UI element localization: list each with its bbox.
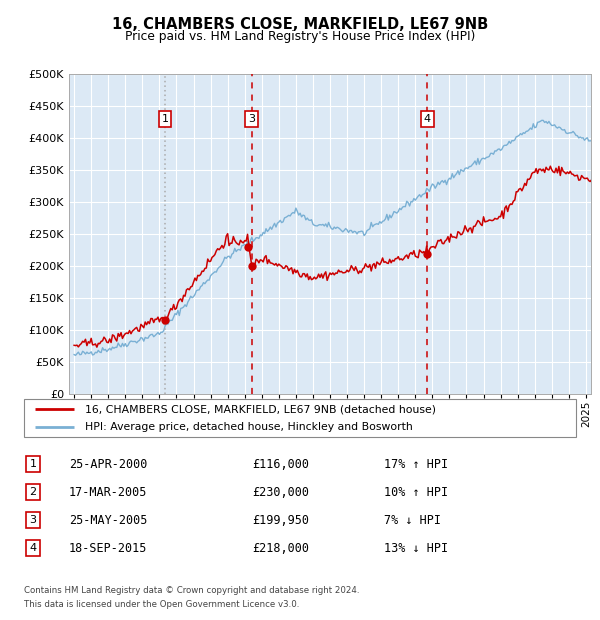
Text: 1: 1 [161, 114, 169, 124]
Text: 18-SEP-2015: 18-SEP-2015 [69, 542, 148, 554]
Text: 16, CHAMBERS CLOSE, MARKFIELD, LE67 9NB: 16, CHAMBERS CLOSE, MARKFIELD, LE67 9NB [112, 17, 488, 32]
Text: HPI: Average price, detached house, Hinckley and Bosworth: HPI: Average price, detached house, Hinc… [85, 422, 412, 432]
Text: 3: 3 [29, 515, 37, 525]
Text: £199,950: £199,950 [252, 514, 309, 526]
Text: 17% ↑ HPI: 17% ↑ HPI [384, 458, 448, 471]
FancyBboxPatch shape [24, 399, 576, 437]
Text: £116,000: £116,000 [252, 458, 309, 471]
Text: 16, CHAMBERS CLOSE, MARKFIELD, LE67 9NB (detached house): 16, CHAMBERS CLOSE, MARKFIELD, LE67 9NB … [85, 404, 436, 414]
Text: 17-MAR-2005: 17-MAR-2005 [69, 486, 148, 498]
Text: 10% ↑ HPI: 10% ↑ HPI [384, 486, 448, 498]
Text: 13% ↓ HPI: 13% ↓ HPI [384, 542, 448, 554]
Text: This data is licensed under the Open Government Licence v3.0.: This data is licensed under the Open Gov… [24, 600, 299, 609]
Text: 7% ↓ HPI: 7% ↓ HPI [384, 514, 441, 526]
Text: 25-MAY-2005: 25-MAY-2005 [69, 514, 148, 526]
Text: 3: 3 [248, 114, 255, 124]
Text: 4: 4 [424, 114, 431, 124]
Text: 2: 2 [29, 487, 37, 497]
Text: 1: 1 [29, 459, 37, 469]
Text: Price paid vs. HM Land Registry's House Price Index (HPI): Price paid vs. HM Land Registry's House … [125, 30, 475, 43]
Text: 4: 4 [29, 543, 37, 553]
Text: Contains HM Land Registry data © Crown copyright and database right 2024.: Contains HM Land Registry data © Crown c… [24, 586, 359, 595]
Text: £230,000: £230,000 [252, 486, 309, 498]
Text: £218,000: £218,000 [252, 542, 309, 554]
Text: 25-APR-2000: 25-APR-2000 [69, 458, 148, 471]
